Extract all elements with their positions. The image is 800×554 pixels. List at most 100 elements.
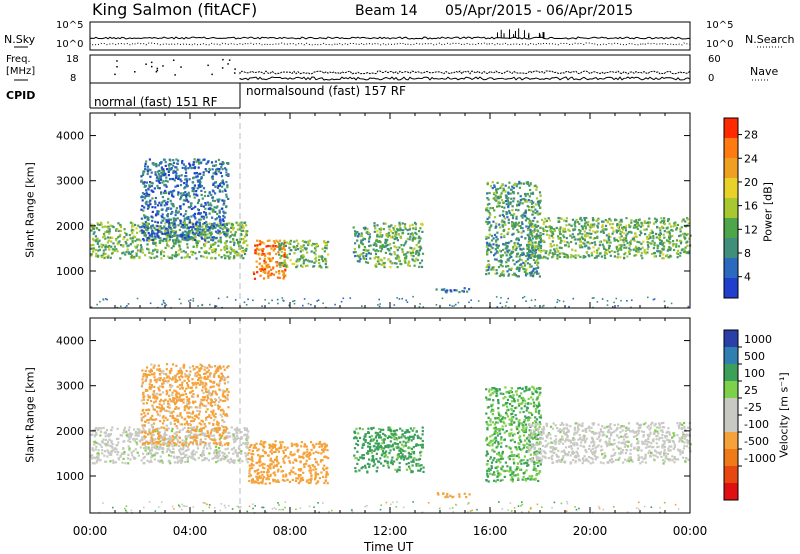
power-echo-cell bbox=[214, 226, 217, 229]
power-echo-cell bbox=[213, 226, 216, 230]
power-echo-cell bbox=[558, 252, 561, 255]
power-echo-cell bbox=[635, 221, 638, 224]
velocity-echo-cell bbox=[226, 398, 229, 401]
velocity-echo-cell bbox=[164, 409, 167, 412]
power-echo-cell bbox=[192, 181, 195, 184]
velocity-echo-cell bbox=[192, 382, 195, 385]
power-echo-cell bbox=[150, 184, 153, 188]
velocity-echo-cell bbox=[218, 401, 221, 404]
power-echo-cell bbox=[656, 250, 660, 253]
velocity-echo-cell bbox=[215, 430, 218, 433]
power-echo-cell bbox=[377, 240, 380, 243]
power-echo-cell bbox=[282, 277, 285, 280]
velocity-echo-cell bbox=[209, 372, 212, 375]
freq-dot bbox=[116, 65, 118, 68]
velocity-echo-cell bbox=[168, 438, 171, 441]
power-echo-cell bbox=[242, 226, 245, 230]
velocity-echo-cell bbox=[215, 368, 218, 371]
velocity-echo-cell bbox=[151, 418, 154, 421]
power-echo-cell bbox=[486, 243, 489, 246]
velocity-echo-cell bbox=[207, 393, 211, 396]
velocity-echo-cell bbox=[243, 427, 246, 430]
power-echo-cell bbox=[301, 254, 305, 257]
power-echo-cell bbox=[262, 268, 265, 271]
power-echo-cell bbox=[203, 158, 206, 161]
power-echo-cell bbox=[202, 171, 205, 174]
power-echo-cell bbox=[193, 196, 196, 199]
velocity-echo-cell bbox=[194, 430, 197, 433]
velocity-echo-cell bbox=[171, 384, 174, 387]
power-echo-cell bbox=[186, 239, 189, 242]
power-echo-cell bbox=[254, 249, 257, 252]
power-echo-cell bbox=[150, 227, 153, 230]
power-echo-cell bbox=[382, 222, 385, 225]
power-echo-cell bbox=[488, 191, 491, 195]
power-echo-cell bbox=[574, 238, 577, 241]
power-echo-cell bbox=[506, 270, 509, 273]
power-echo-cell bbox=[192, 226, 195, 229]
velocity-echo-cell bbox=[165, 450, 168, 453]
power-echo-cell bbox=[503, 243, 506, 246]
power-echo-cell bbox=[202, 223, 205, 226]
power-ytick-label: 3000 bbox=[56, 175, 84, 188]
power-echo-cell bbox=[303, 259, 306, 262]
velocity-echo-cell bbox=[127, 439, 130, 442]
power-echo-cell bbox=[172, 239, 175, 242]
power-echo-cell bbox=[200, 203, 203, 206]
power-echo-cell bbox=[668, 236, 671, 239]
velocity-echo-cell bbox=[203, 434, 206, 437]
power-echo-cell bbox=[212, 209, 215, 212]
power-echo-cell bbox=[562, 252, 566, 255]
power-echo-cell bbox=[528, 221, 531, 224]
power-echo-cell bbox=[160, 171, 163, 174]
power-echo-cell bbox=[167, 219, 170, 222]
power-echo-cell bbox=[524, 260, 528, 263]
velocity-echo-cell bbox=[201, 386, 205, 389]
power-echo-cell bbox=[217, 240, 220, 243]
velocity-echo-cell bbox=[232, 461, 235, 464]
power-echo-cell bbox=[523, 270, 526, 273]
power-echo-cell bbox=[522, 253, 525, 256]
power-echo-cell bbox=[193, 158, 196, 161]
velocity-echo-cell bbox=[220, 415, 224, 418]
velocity-echo-cell bbox=[164, 442, 167, 446]
power-echo-cell bbox=[95, 252, 98, 255]
velocity-echo-cell bbox=[216, 450, 219, 453]
velocity-echo-cell bbox=[139, 446, 142, 449]
power-echo-cell bbox=[602, 230, 605, 233]
velocity-echo-cell bbox=[217, 428, 220, 431]
power-echo-cell bbox=[192, 251, 195, 254]
power-echo-cell bbox=[268, 253, 271, 256]
power-echo-cell bbox=[186, 243, 189, 246]
velocity-echo-cell bbox=[127, 445, 130, 448]
velocity-echo-cell bbox=[141, 436, 144, 439]
power-echo-cell bbox=[623, 232, 626, 235]
power-echo-cell bbox=[663, 223, 666, 226]
power-echo-cell bbox=[168, 191, 171, 194]
power-echo-cell bbox=[611, 232, 614, 235]
power-echo-cell bbox=[596, 249, 599, 252]
power-echo-cell bbox=[518, 269, 521, 273]
power-echo-cell bbox=[226, 247, 229, 250]
velocity-echo-cell bbox=[108, 451, 111, 454]
power-echo-cell bbox=[517, 231, 520, 234]
power-echo-cell bbox=[187, 234, 190, 237]
power-echo-cell bbox=[485, 237, 488, 240]
velocity-echo-cell bbox=[158, 385, 161, 388]
power-echo-cell bbox=[211, 216, 214, 219]
power-echo-cell bbox=[532, 273, 535, 276]
power-echo-cell bbox=[167, 212, 170, 216]
power-echo-cell bbox=[529, 200, 532, 203]
power-echo-cell bbox=[245, 233, 248, 236]
power-echo-cell bbox=[411, 234, 414, 237]
power-echo-cell bbox=[669, 254, 672, 257]
velocity-echo-cell bbox=[133, 437, 136, 440]
power-echo-cell bbox=[505, 254, 508, 257]
power-echo-cell bbox=[468, 288, 471, 291]
power-echo-cell bbox=[578, 238, 581, 241]
power-echo-cell bbox=[659, 221, 662, 224]
power-echo-cell bbox=[538, 236, 541, 239]
velocity-echo-cell bbox=[190, 432, 193, 435]
power-echo-cell bbox=[495, 189, 498, 192]
power-echo-cell bbox=[285, 253, 288, 257]
